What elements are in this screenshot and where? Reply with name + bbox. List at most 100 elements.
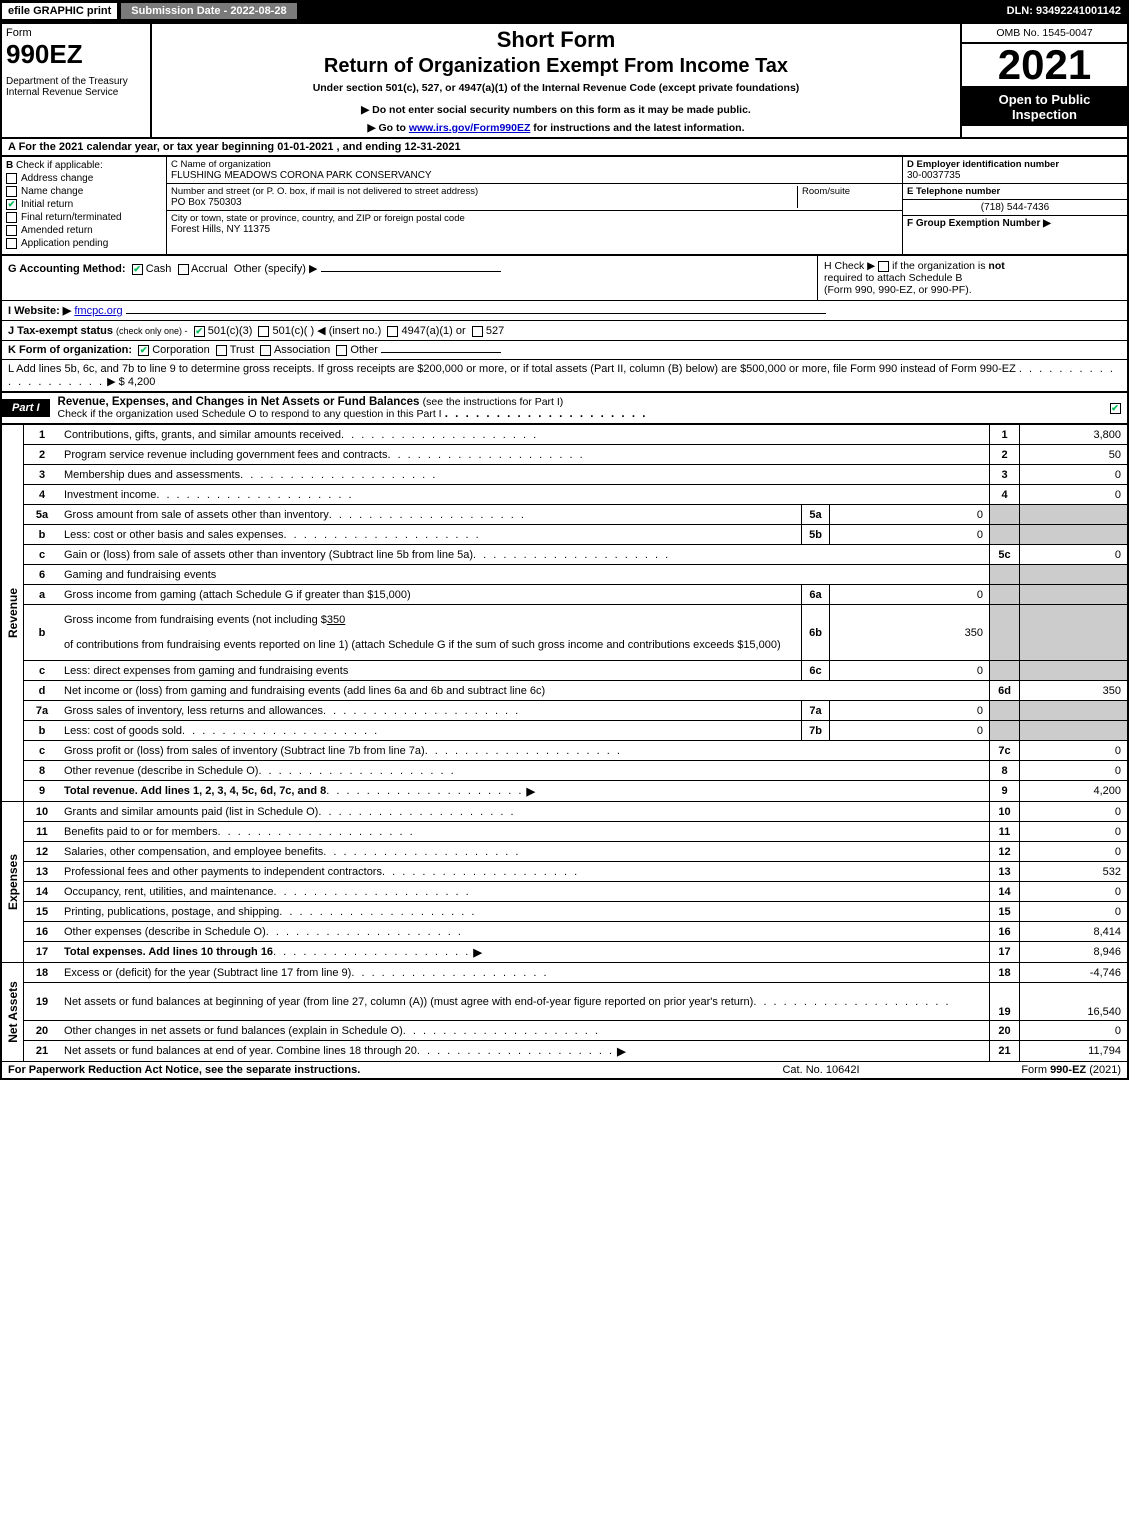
checkbox-schedule-b[interactable] [878,261,889,272]
line-desc: Excess or (deficit) for the year (Subtra… [64,967,351,979]
line-val: 8,414 [1019,922,1127,941]
line-6b-amount: 350 [327,614,345,626]
line-val: 4,200 [1019,781,1127,801]
line-ref: 15 [989,902,1019,921]
row-k-form-org: K Form of organization: ✔ Corporation Tr… [0,341,1129,360]
line-val: 50 [1019,445,1127,464]
line-num: 19 [24,983,60,1020]
line-ref: 20 [989,1021,1019,1040]
i-label: I Website: ▶ [8,305,71,317]
b-header: Check if applicable: [16,160,103,171]
checkbox-schedule-o[interactable]: ✔ [1110,403,1121,414]
submission-date: Submission Date - 2022-08-28 [119,1,298,21]
line-num: 9 [24,781,60,801]
line-val: 0 [1019,545,1127,564]
g-accounting: G Accounting Method: ✔ Cash Accrual Othe… [2,256,817,300]
line-val: 11,794 [1019,1041,1127,1061]
expenses-section: Expenses 10Grants and similar amounts pa… [0,802,1129,963]
checkbox-address-change[interactable] [6,173,17,184]
line-desc: Other expenses (describe in Schedule O) [64,926,266,938]
line-num: 10 [24,802,60,821]
e-tel-label: E Telephone number [907,186,1123,197]
line-desc: Contributions, gifts, grants, and simila… [64,429,341,441]
line-num: b [24,605,60,660]
j-501c3: 501(c)(3) [208,325,253,337]
checkbox-501c3[interactable]: ✔ [194,326,205,337]
subline-val: 0 [829,505,989,524]
chk-label: Name change [21,186,83,197]
line-desc: Net income or (loss) from gaming and fun… [64,685,545,697]
h-text3: required to attach Schedule B [824,272,962,284]
checkbox-other[interactable] [336,345,347,356]
checkbox-trust[interactable] [216,345,227,356]
line-desc: Net assets or fund balances at beginning… [64,996,753,1008]
checkbox-cash[interactable]: ✔ [132,264,143,275]
g-accrual: Accrual [191,263,228,275]
line-num: 3 [24,465,60,484]
checkbox-name-change[interactable] [6,186,17,197]
line-desc: Less: cost of goods sold [64,725,182,737]
checkbox-corporation[interactable]: ✔ [138,345,149,356]
c-name-value: FLUSHING MEADOWS CORONA PARK CONSERVANCY [171,170,898,181]
l-text: L Add lines 5b, 6c, and 7b to line 9 to … [8,363,1016,375]
checkbox-accrual[interactable] [178,264,189,275]
d-ein-value: 30-0037735 [907,170,1123,181]
b-letter: B [6,160,13,171]
top-bar: efile GRAPHIC print Submission Date - 20… [0,0,1129,22]
subline-val: 350 [829,605,989,660]
line-val: 0 [1019,822,1127,841]
line-desc: Total expenses. Add lines 10 through 16 [64,946,273,958]
row-l-gross-receipts: L Add lines 5b, 6c, and 7b to line 9 to … [0,360,1129,393]
subline-ref: 6b [801,605,829,660]
line-desc: Salaries, other compensation, and employ… [64,846,323,858]
checkbox-501c[interactable] [258,326,269,337]
subline-ref: 7b [801,721,829,740]
line-desc: Other revenue (describe in Schedule O) [64,765,258,777]
room-label: Room/suite [802,186,898,197]
efile-print-button[interactable]: efile GRAPHIC print [0,1,119,21]
line-val: 0 [1019,485,1127,504]
k-label: K Form of organization: [8,344,132,356]
checkbox-final-return[interactable] [6,212,17,223]
g-other: Other (specify) ▶ [234,263,318,275]
line-num: 12 [24,842,60,861]
line-ref: 5c [989,545,1019,564]
checkbox-association[interactable] [260,345,271,356]
line-num: c [24,661,60,680]
chk-label: Amended return [21,225,93,236]
line-num: 20 [24,1021,60,1040]
line-ref: 18 [989,963,1019,982]
line-desc: Gain or (loss) from sale of assets other… [64,549,473,561]
part-i-paren: (see the instructions for Part I) [423,396,564,408]
city-value: Forest Hills, NY 11375 [171,224,898,235]
part-i-sub: Check if the organization used Schedule … [58,408,442,420]
dept-label: Department of the Treasury Internal Reve… [6,76,146,98]
irs-link[interactable]: www.irs.gov/Form990EZ [409,122,531,134]
line-num: d [24,681,60,700]
subline-ref: 5a [801,505,829,524]
checkbox-527[interactable] [472,326,483,337]
line-val: 0 [1019,741,1127,760]
line-num: 16 [24,922,60,941]
checkbox-application-pending[interactable] [6,238,17,249]
chk-label: Address change [21,173,93,184]
checkbox-amended-return[interactable] [6,225,17,236]
line-val: 8,946 [1019,942,1127,962]
line-val: 0 [1019,802,1127,821]
line-desc: Gaming and fundraising events [64,569,216,581]
line-desc: Gross sales of inventory, less returns a… [64,705,323,717]
line-ref: 12 [989,842,1019,861]
form-id-block: Form 990EZ Department of the Treasury In… [2,24,152,137]
checkbox-initial-return[interactable]: ✔ [6,199,17,210]
checkbox-4947[interactable] [387,326,398,337]
goto-note: ▶ Go to www.irs.gov/Form990EZ for instru… [158,122,954,134]
line-ref: 8 [989,761,1019,780]
g-cash: Cash [146,263,172,275]
subline-val: 0 [829,701,989,720]
website-link[interactable]: fmcpc.org [74,305,122,317]
line-desc: Benefits paid to or for members [64,826,217,838]
h-schedule-b: H Check ▶ if the organization is not req… [817,256,1127,300]
chk-label: Initial return [21,199,73,210]
line-ref: 10 [989,802,1019,821]
line-ref: 6d [989,681,1019,700]
